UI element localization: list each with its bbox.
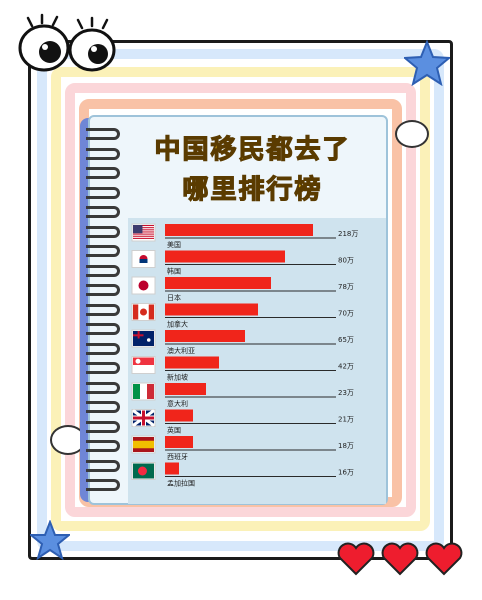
- notebook-ring: [86, 284, 120, 296]
- notebook-ring: [86, 128, 120, 140]
- value-label: 23万: [338, 389, 354, 397]
- category-label: 日本: [167, 293, 181, 302]
- bar: [165, 462, 179, 475]
- value-label: 78万: [338, 283, 354, 291]
- notebook-ring: [86, 401, 120, 413]
- category-label: 韩国: [167, 267, 181, 276]
- notebook-ring: [86, 342, 120, 355]
- flag-korea-icon: [131, 250, 156, 268]
- value-label: 70万: [338, 310, 354, 318]
- flag-usa-icon: [131, 223, 156, 242]
- flag-canada-icon: [131, 303, 156, 321]
- category-label: 西班牙: [167, 452, 188, 461]
- notebook-ring: [86, 479, 120, 491]
- notebook-ring: [86, 323, 120, 335]
- bar: [165, 250, 285, 263]
- bar: [165, 330, 245, 342]
- notebook-ring: [86, 225, 120, 238]
- cloud-decoration: [395, 120, 429, 148]
- notebook-ring: [86, 420, 120, 433]
- category-label: 孟加拉国: [167, 479, 195, 488]
- notebook-ring: [86, 440, 120, 452]
- flag-uk-icon: [131, 409, 156, 427]
- bar: [165, 303, 258, 316]
- value-label: 42万: [338, 363, 354, 371]
- bar: [165, 224, 313, 236]
- notebook-ring: [86, 245, 120, 257]
- frame-band-yellow: [51, 67, 430, 531]
- bar: [165, 436, 193, 448]
- bar: [165, 356, 219, 369]
- value-label: 80万: [338, 257, 354, 265]
- flag-australia-icon: [131, 329, 156, 348]
- category-label: 英国: [167, 426, 181, 435]
- category-label: 澳大利亚: [167, 346, 195, 355]
- notebook-ring: [86, 186, 120, 199]
- frame-band-blue: [37, 49, 444, 551]
- star-icon: [404, 40, 450, 86]
- notebook-ring: [86, 362, 120, 374]
- bar: [165, 277, 271, 289]
- category-label: 意大利: [167, 399, 188, 408]
- notebook-ring: [86, 147, 120, 160]
- flag-spain-icon: [131, 435, 156, 454]
- flag-bangladesh-icon: [131, 462, 156, 480]
- flag-singapore-icon: [131, 356, 156, 374]
- title-line-1: 中国移民都去了: [154, 134, 351, 165]
- notebook-ring: [86, 303, 120, 316]
- title-line-2: 哪里排行榜: [182, 174, 323, 205]
- category-label: 加拿大: [167, 320, 188, 329]
- value-label: 18万: [338, 442, 354, 450]
- notebook-ring: [86, 167, 120, 179]
- cartoon-eyes-icon: [18, 13, 116, 72]
- chart-title: 中国移民都去了 哪里排行榜: [120, 130, 385, 220]
- flag-italy-icon: [131, 382, 156, 401]
- star-icon: [30, 520, 70, 560]
- hearts-icon: [337, 542, 463, 576]
- value-label: 218万: [338, 230, 358, 238]
- value-label: 21万: [338, 416, 354, 424]
- notebook-ring: [86, 206, 120, 218]
- category-label: 新加坡: [167, 373, 188, 382]
- flag-japan-icon: [131, 276, 156, 295]
- notebook-ring: [86, 264, 120, 277]
- notebook-ring: [86, 381, 120, 394]
- category-label: 美国: [167, 240, 181, 249]
- bar: [165, 383, 206, 395]
- value-label: 16万: [338, 469, 354, 477]
- notebook-ring: [86, 459, 120, 472]
- bar: [165, 409, 193, 422]
- value-label: 65万: [338, 336, 354, 344]
- chart-panel: 218万美国 80万韩国 78万日本 70万加拿大 65万澳大利亚 42万新加坡 23万意大…: [128, 218, 386, 504]
- frame-band-pink: [65, 83, 416, 517]
